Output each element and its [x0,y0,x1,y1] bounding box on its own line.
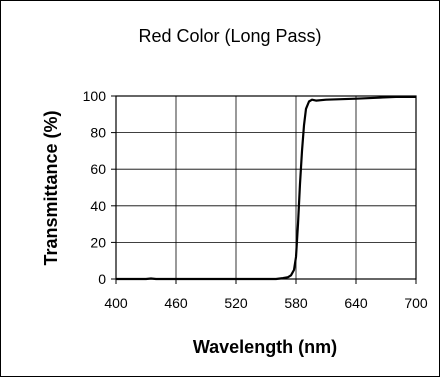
x-tick-label: 520 [224,295,248,311]
x-tick-label: 700 [404,295,428,311]
x-tick-label: 580 [284,295,308,311]
y-tick-label: 20 [90,234,106,250]
x-tick-label: 400 [104,295,128,311]
x-axis-label: Wavelength (nm) [193,337,337,357]
y-axis-label: Transmittance (%) [41,110,61,265]
chart-title: Red Color (Long Pass) [138,26,321,46]
tick-labels: 400 460 520 580 640 700 0 20 40 60 80 100 [83,88,428,311]
y-tick-label: 40 [90,198,106,214]
y-tick-label: 0 [98,271,106,287]
y-tick-label: 80 [90,125,106,141]
grid [111,95,417,284]
x-tick-label: 640 [344,295,368,311]
x-tick-label: 460 [164,295,188,311]
plot-area [115,95,417,280]
y-tick-label: 60 [90,161,106,177]
series-line-transmittance [116,95,416,281]
y-tick-label: 100 [83,88,107,104]
